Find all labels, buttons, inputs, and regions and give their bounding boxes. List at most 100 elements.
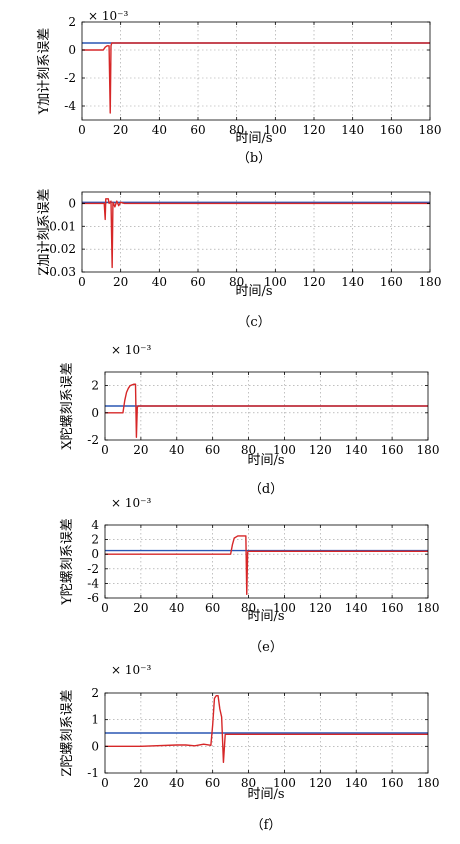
x-tick-label: 60: [190, 275, 205, 289]
y-axis-label: Y加计刻系误差: [37, 28, 52, 116]
y-axis-label: Z加计刻系误差: [37, 188, 52, 275]
x-tick-label: 80: [241, 776, 256, 790]
x-tick-label: 100: [273, 601, 296, 615]
y-tick-label: 4: [91, 518, 99, 532]
y-tick-label: 0: [68, 196, 76, 210]
y-tick-label: 0: [91, 406, 99, 420]
y-tick-label: -0.03: [45, 265, 76, 279]
y-axis-multiplier: × 10⁻³: [111, 663, 151, 677]
x-tick-label: 60: [205, 776, 220, 790]
x-tick-label: 40: [169, 776, 184, 790]
x-tick-label: 140: [345, 443, 368, 457]
y-tick-label: -2: [87, 433, 99, 447]
x-tick-label: 120: [303, 275, 326, 289]
x-tick-label: 20: [113, 123, 128, 137]
y-tick-label: 1: [91, 713, 99, 727]
x-tick-label: 120: [309, 601, 332, 615]
x-tick-label: 100: [273, 443, 296, 457]
x-tick-label: 60: [205, 443, 220, 457]
y-tick-label: -2: [64, 71, 76, 85]
x-tick-label: 160: [381, 601, 404, 615]
x-tick-label: 0: [101, 443, 109, 457]
x-axis-label: 时间/s: [247, 609, 284, 624]
y-tick-label: 2: [91, 533, 99, 547]
x-tick-label: 100: [264, 123, 287, 137]
x-tick-label: 80: [241, 443, 256, 457]
x-tick-label: 120: [303, 123, 326, 137]
y-tick-label: -4: [64, 99, 76, 113]
series-line-2: [105, 535, 428, 596]
x-tick-label: 20: [133, 776, 148, 790]
y-axis-multiplier: × 10⁻³: [88, 9, 128, 23]
x-tick-label: 180: [419, 275, 442, 289]
plot-frame: [81, 21, 431, 121]
y-axis-label: X陀螺刻系误差: [59, 362, 75, 449]
x-tick-label: 0: [101, 601, 109, 615]
y-tick-label: -6: [87, 591, 99, 605]
y-tick-label: -4: [87, 576, 99, 590]
series-line-2: [105, 694, 428, 764]
plot-frame: [104, 524, 429, 599]
x-tick-label: 140: [345, 776, 368, 790]
y-tick-label: -2: [87, 562, 99, 576]
x-tick-label: 140: [345, 601, 368, 615]
subplot-caption: （d）: [249, 482, 283, 497]
y-tick-label: -1: [87, 766, 99, 780]
x-tick-label: 20: [113, 275, 128, 289]
x-tick-label: 180: [419, 123, 442, 137]
y-tick-label: 0: [68, 43, 76, 57]
y-tick-label: 2: [91, 686, 99, 700]
x-tick-label: 60: [190, 123, 205, 137]
x-tick-label: 0: [101, 776, 109, 790]
x-tick-label: 20: [133, 601, 148, 615]
x-tick-label: 100: [273, 776, 296, 790]
x-tick-label: 80: [229, 123, 244, 137]
x-tick-label: 80: [241, 601, 256, 615]
series-line-2: [82, 198, 430, 269]
series-line-2: [82, 42, 430, 114]
y-tick-label: 0: [91, 547, 99, 561]
x-tick-label: 140: [341, 123, 364, 137]
x-tick-label: 160: [380, 123, 403, 137]
y-tick-label: 2: [68, 15, 76, 29]
x-tick-label: 40: [169, 601, 184, 615]
y-tick-label: 2: [91, 379, 99, 393]
y-tick-label: -0.02: [45, 242, 76, 256]
y-axis-multiplier: × 10⁻³: [111, 343, 151, 357]
x-tick-label: 0: [78, 123, 86, 137]
y-axis-multiplier: × 10⁻³: [111, 496, 151, 510]
y-axis-label: Y陀螺刻系误差: [59, 518, 75, 606]
series-line-2: [105, 383, 428, 438]
x-tick-label: 40: [152, 123, 167, 137]
x-tick-label: 160: [381, 776, 404, 790]
x-tick-label: 160: [381, 443, 404, 457]
x-tick-label: 80: [229, 275, 244, 289]
x-axis-label: 时间/s: [235, 131, 272, 146]
x-tick-label: 140: [341, 275, 364, 289]
x-tick-label: 160: [380, 275, 403, 289]
x-axis-label: 时间/s: [235, 284, 272, 299]
subplot-caption: （f）: [251, 818, 282, 833]
x-tick-label: 40: [169, 443, 184, 457]
subplot-caption: （b）: [237, 151, 271, 166]
x-tick-label: 100: [264, 275, 287, 289]
y-tick-label: -0.01: [45, 219, 76, 233]
x-axis-label: 时间/s: [247, 787, 284, 802]
x-tick-label: 0: [78, 275, 86, 289]
x-tick-label: 40: [152, 275, 167, 289]
x-axis-label: 时间/s: [247, 453, 284, 468]
x-tick-label: 60: [205, 601, 220, 615]
y-tick-label: 0: [91, 739, 99, 753]
plot-frame: [104, 371, 429, 441]
x-tick-label: 180: [417, 601, 440, 615]
x-tick-label: 120: [309, 443, 332, 457]
x-tick-label: 180: [417, 443, 440, 457]
x-tick-label: 120: [309, 776, 332, 790]
subplot-caption: （e）: [249, 640, 283, 655]
plot-frame: [104, 692, 429, 774]
plot-frame: [81, 191, 431, 273]
y-axis-label: Z陀螺刻系误差: [59, 689, 75, 776]
x-tick-label: 20: [133, 443, 148, 457]
x-tick-label: 180: [417, 776, 440, 790]
